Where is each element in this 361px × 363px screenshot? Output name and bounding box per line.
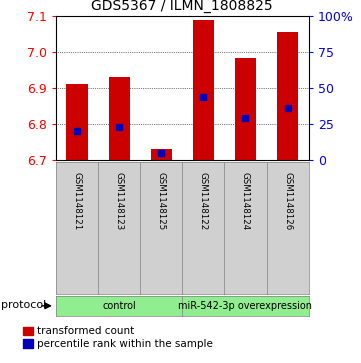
Bar [109,77,130,160]
Bar [151,149,172,160]
Text: protocol: protocol [1,300,46,310]
Text: GSM1148124: GSM1148124 [241,172,250,231]
Bar [193,20,214,160]
Bar [66,85,87,160]
Text: GSM1148122: GSM1148122 [199,172,208,231]
Legend: transformed count, percentile rank within the sample: transformed count, percentile rank withi… [23,326,213,349]
Text: miR-542-3p overexpression: miR-542-3p overexpression [178,301,313,311]
Text: GSM1148125: GSM1148125 [157,172,166,231]
Text: GSM1148121: GSM1148121 [73,172,82,231]
Bar [277,32,298,160]
Bar [235,58,256,160]
Title: GDS5367 / ILMN_1808825: GDS5367 / ILMN_1808825 [91,0,273,13]
Text: GSM1148123: GSM1148123 [115,172,123,231]
Text: control: control [102,301,136,311]
Text: GSM1148126: GSM1148126 [283,172,292,231]
